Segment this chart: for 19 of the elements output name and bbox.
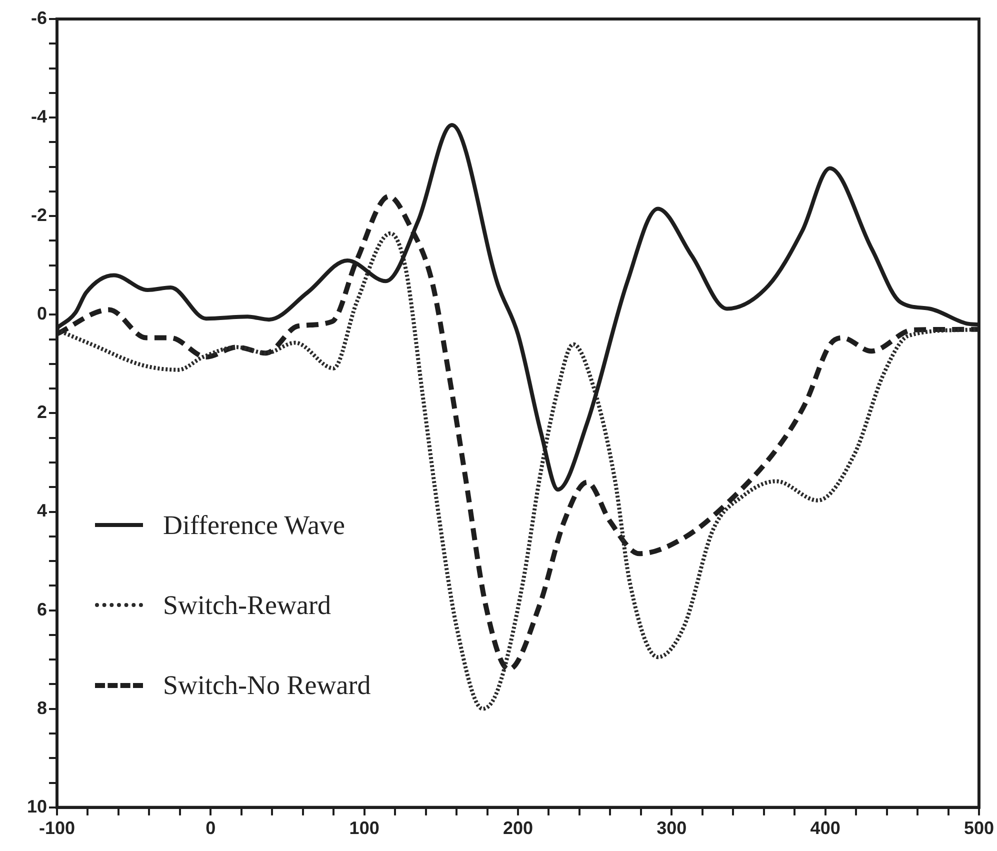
x-tick-label: 0	[206, 818, 216, 838]
y-tick-label: 4	[36, 500, 47, 521]
y-tick-label: -6	[30, 8, 47, 28]
x-tick-label: 300	[656, 818, 687, 838]
x-tick-label: 500	[964, 818, 994, 838]
y-tick-label: 10	[26, 796, 47, 816]
y-tick-label: 6	[36, 599, 47, 620]
y-tick-label: -2	[30, 205, 47, 226]
x-tick-label: 400	[810, 818, 840, 838]
x-tick-label: 200	[502, 818, 534, 838]
legend-label: Switch-No Reward	[163, 670, 371, 700]
y-tick-label: 0	[36, 304, 47, 324]
x-tick-label: 100	[349, 818, 380, 838]
y-tick-label: 8	[36, 698, 47, 718]
y-tick-label: -4	[30, 106, 47, 127]
x-tick-label: -100	[38, 818, 76, 838]
y-tick-label: 2	[36, 402, 47, 422]
legend-label: Switch-Reward	[163, 590, 331, 620]
legend-label: Difference Wave	[163, 510, 345, 540]
